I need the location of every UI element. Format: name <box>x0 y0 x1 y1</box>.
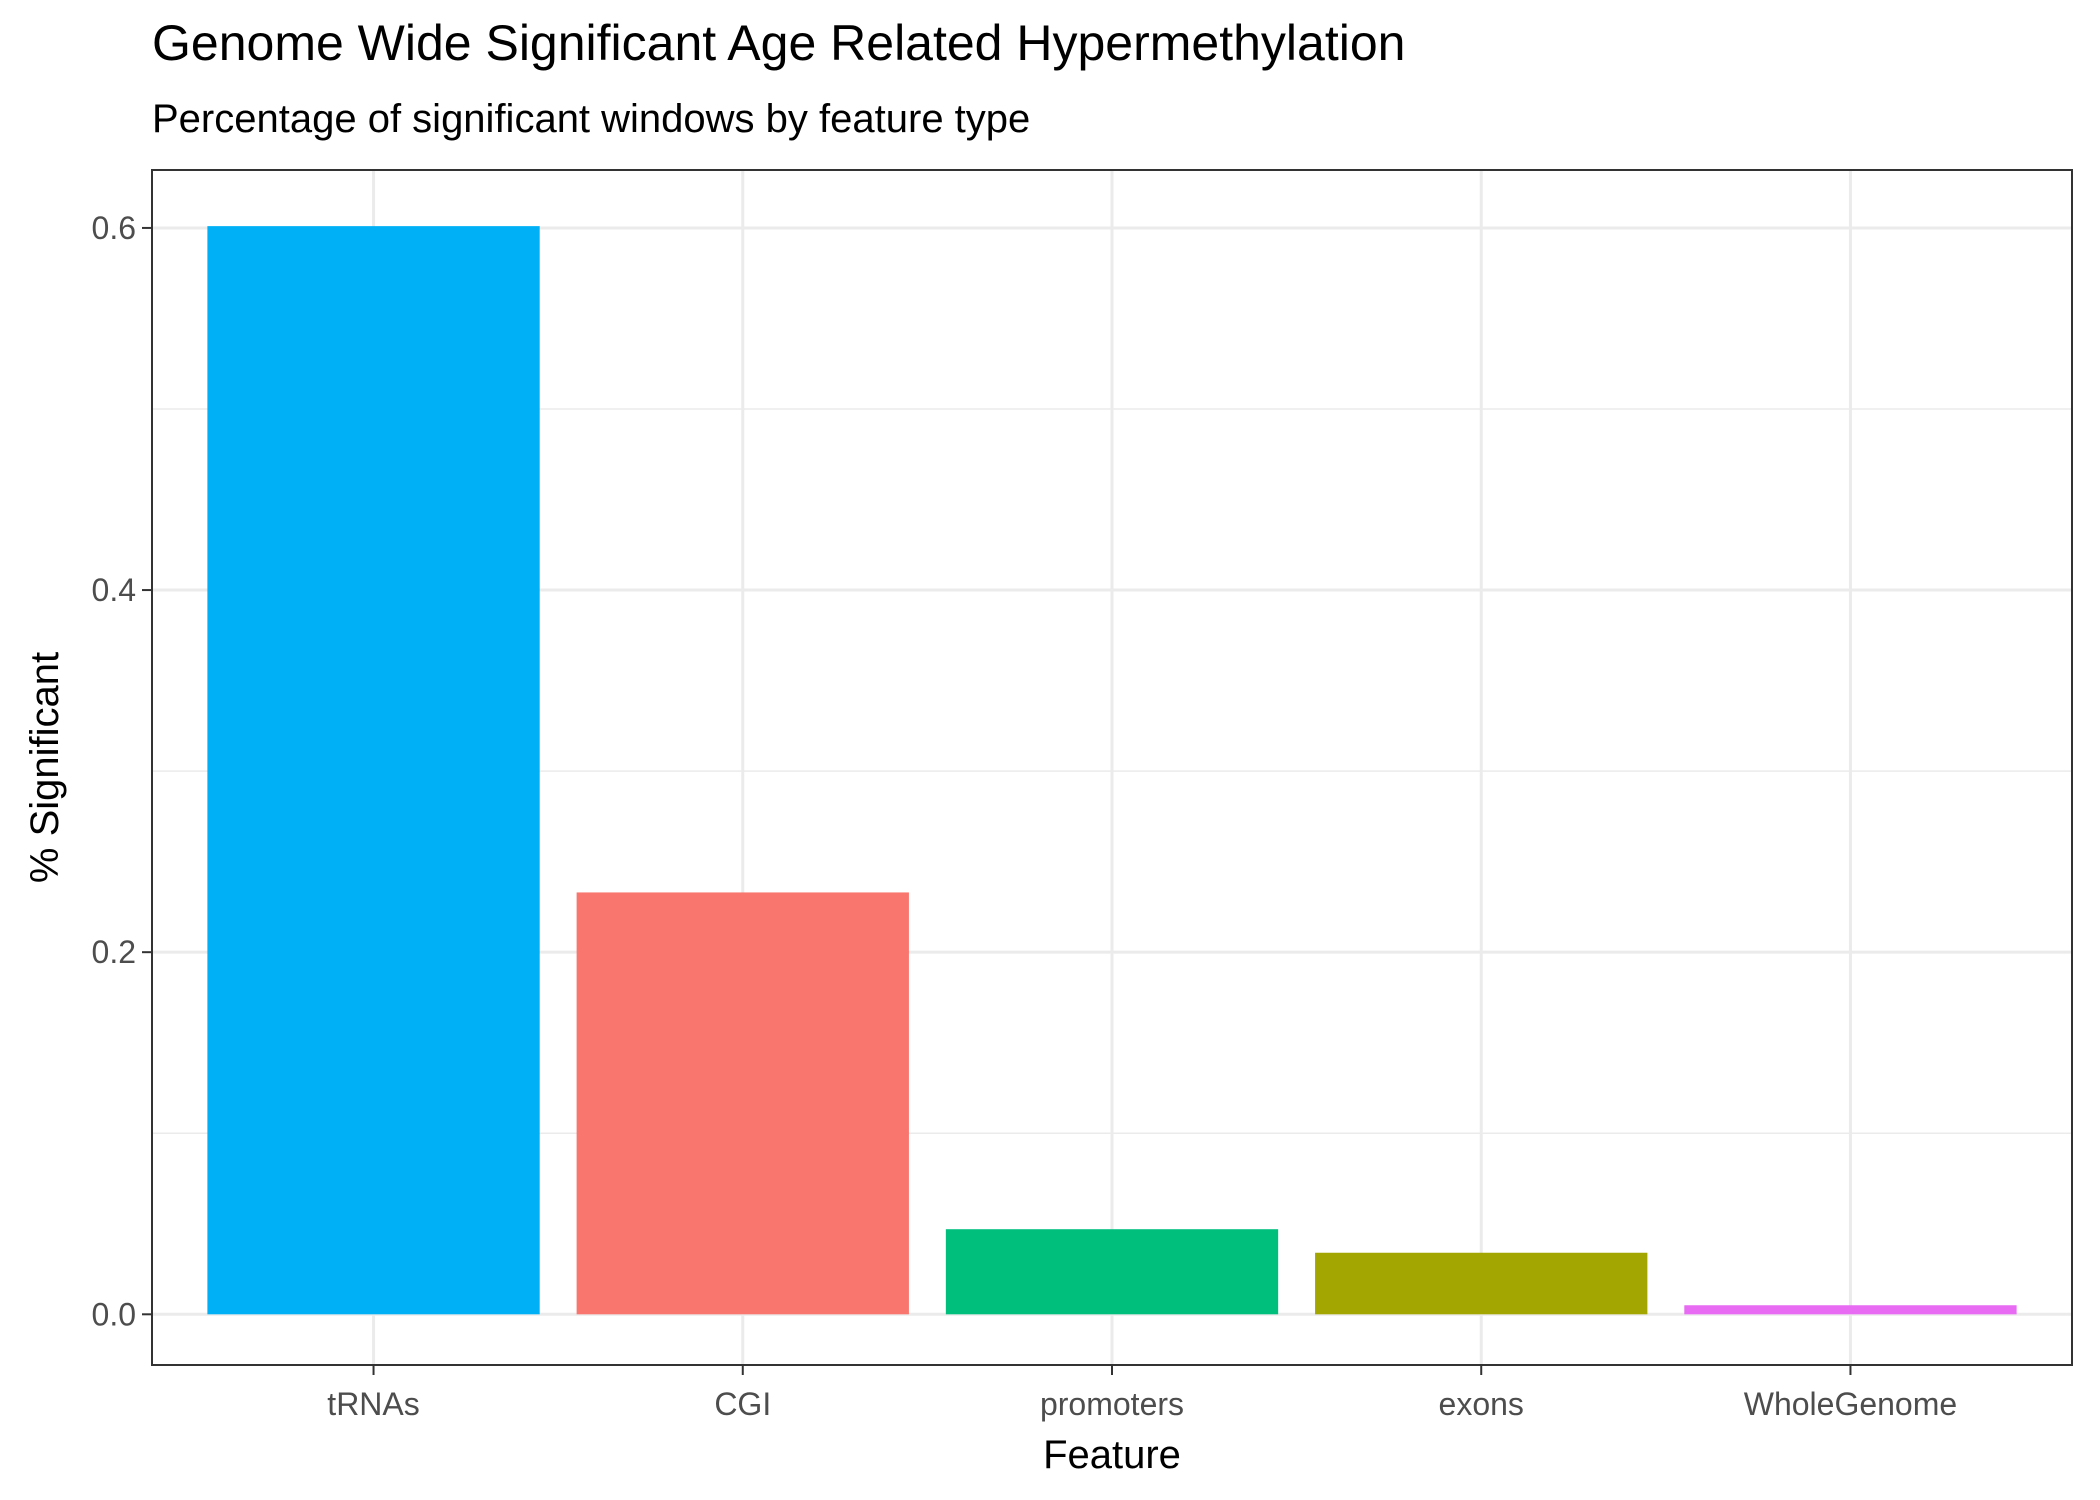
y-tick-label: 0.2 <box>92 934 136 970</box>
x-tick-label: exons <box>1439 1386 1524 1422</box>
chart-title: Genome Wide Significant Age Related Hype… <box>152 15 1405 71</box>
x-tick-label: WholeGenome <box>1744 1386 1957 1422</box>
y-tick-label: 0.4 <box>92 572 136 608</box>
x-tick-label: promoters <box>1040 1386 1184 1422</box>
x-tick-label: tRNAs <box>327 1386 419 1422</box>
y-tick-label: 0.0 <box>92 1296 136 1332</box>
bar-exons <box>1315 1252 1648 1315</box>
x-tick-label: CGI <box>714 1386 771 1422</box>
chart-subtitle: Percentage of significant windows by fea… <box>152 97 1030 141</box>
bar-promoters <box>945 1229 1279 1315</box>
y-tick-label: 0.6 <box>92 210 136 246</box>
y-axis-title: % Significant <box>23 652 67 883</box>
bars <box>207 226 2017 1315</box>
x-axis-ticks: tRNAs CGI promoters exons WholeGenome <box>327 1365 1957 1422</box>
bar-cgi <box>576 892 909 1315</box>
x-axis-title: Feature <box>1043 1433 1181 1477</box>
bar-wholegenome <box>1684 1305 2017 1315</box>
bar-trnas <box>207 226 540 1315</box>
y-axis-ticks: 0.0 0.2 0.4 0.6 <box>92 210 152 1332</box>
